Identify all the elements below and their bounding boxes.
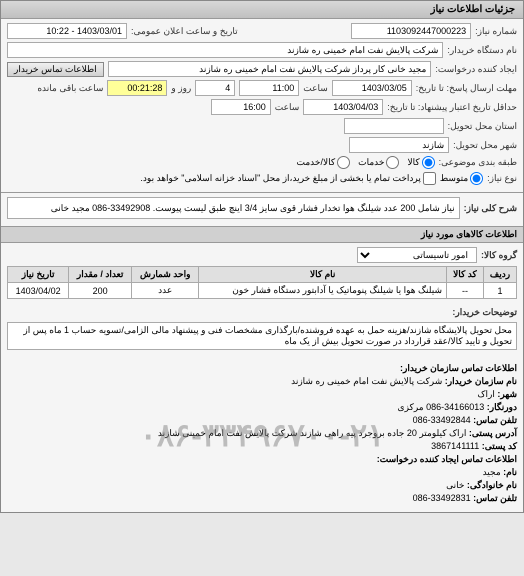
address-label: آدرس پستی:: [469, 428, 517, 438]
radio-services[interactable]: خدمات: [358, 156, 399, 169]
lname-value: خانی: [446, 480, 464, 490]
col-qty: تعداد / مقدار: [69, 267, 132, 283]
postal-value: 3867141111: [431, 441, 479, 451]
days-value: 4: [195, 80, 235, 96]
general-desc-text: نیاز شامل 200 عدد شیلنگ هوا تخدار فشار ق…: [7, 197, 460, 219]
buyer-notes-label: توضیحات خریدار:: [452, 307, 517, 318]
request-no-label: شماره نیاز:: [475, 26, 517, 37]
city-label: شهر:: [497, 389, 517, 399]
deadline-send-time: 11:00: [239, 80, 299, 96]
validity-label: حداقل تاریخ اعتبار پیشنهاد: تا تاریخ:: [387, 102, 517, 113]
header-section: شماره نیاز: 1103092447000223 تاریخ و ساع…: [1, 19, 523, 192]
radio-goods[interactable]: کالا: [407, 156, 434, 169]
cell-code: --: [447, 283, 484, 299]
remaining-suffix: ساعت باقی مانده: [37, 83, 103, 94]
radio-goods-input[interactable]: [422, 156, 435, 169]
request-no-field: 1103092447000223: [351, 23, 471, 39]
validity-time: 16:00: [211, 99, 271, 115]
payment-checkbox[interactable]: پرداخت تمام یا بخشی از مبلغ خرید،از محل …: [140, 172, 435, 185]
payment-checkbox-input[interactable]: [423, 172, 436, 185]
radio-both-input[interactable]: [337, 156, 350, 169]
fax-value: 34166013-086 مرکزی: [398, 402, 485, 412]
window-titlebar: جزئیات اطلاعات نیاز: [1, 1, 523, 19]
phone-label: تلفن تماس:: [473, 415, 517, 425]
lname-label: نام خانوادگی:: [467, 480, 517, 490]
col-unit: واحد شمارش: [132, 267, 199, 283]
deadline-send-label: مهلت ارسال پاسخ: تا تاریخ:: [416, 83, 517, 94]
radio-both[interactable]: کالا/خدمت: [297, 156, 351, 169]
cell-date: 1403/04/02: [8, 283, 69, 299]
col-code: کد کالا: [447, 267, 484, 283]
goods-group-dropdown[interactable]: امور تاسیساتی: [357, 247, 477, 263]
remaining-label: روز و: [171, 83, 191, 94]
goods-table: ردیف کد کالا نام کالا واحد شمارش تعداد /…: [7, 266, 517, 299]
cell-name: شیلنگ هوا یا شیلنگ پنوماتیک یا آدابتور د…: [199, 283, 447, 299]
address-value: اراک کیلومتر 20 جاده بروجرد پیه راهی شاز…: [158, 428, 467, 438]
col-name: نام کالا: [199, 267, 447, 283]
name-value: مجید: [483, 467, 501, 477]
delivery-province-field: [344, 118, 444, 134]
postal-label: کد پستی:: [482, 441, 517, 451]
buyer-notes-text: محل تحویل پالایشگاه شازند/هزینه حمل به ع…: [7, 322, 517, 350]
goods-group-label: گروه کالا:: [481, 250, 517, 261]
radio-medium[interactable]: متوسط: [440, 172, 483, 185]
goods-section: گروه کالا: امور تاسیساتی ردیف کد کالا نا…: [1, 243, 523, 303]
need-type-label: نوع نیاز:: [487, 173, 517, 184]
time-label-1: ساعت: [303, 83, 328, 94]
col-row: ردیف: [483, 267, 516, 283]
datetime-label: تاریخ و ساعت اعلان عمومی:: [131, 26, 238, 37]
contact-info-section: ۰۸۶-۳۳۴۹۶۷۰۰-۲۱ اطلاعات تماس سازمان خرید…: [1, 357, 523, 512]
requester-field: مجید خانی کار پرداز شرکت پالایش نفت امام…: [108, 61, 432, 77]
cell-row: 1: [483, 283, 516, 299]
deadline-send-date: 1403/03/05: [332, 80, 412, 96]
org-label: نام سازمان خریدار:: [445, 376, 517, 386]
delivery-city-field: شازند: [349, 137, 449, 153]
buyer-org-field: شرکت پالایش نفت امام خمینی ره شازند: [7, 42, 443, 58]
fax-label: دورنگار:: [487, 402, 517, 412]
contact-section-title: اطلاعات تماس سازمان خریدار:: [400, 363, 517, 373]
remaining-time: 00:21:28: [107, 80, 167, 96]
delivery-city-label: شهر محل تحویل:: [453, 140, 517, 151]
goods-section-header: اطلاعات کالاهای مورد نیاز: [1, 226, 523, 243]
cell-unit: عدد: [132, 283, 199, 299]
window-title: جزئیات اطلاعات نیاز: [431, 4, 515, 15]
datetime-field: 1403/03/01 - 10:22: [7, 23, 127, 39]
radio-medium-input[interactable]: [470, 172, 483, 185]
table-header-row: ردیف کد کالا نام کالا واحد شمارش تعداد /…: [8, 267, 517, 283]
phone-value: 33492844-086: [413, 415, 471, 425]
table-row[interactable]: 1 -- شیلنگ هوا یا شیلنگ پنوماتیک یا آداب…: [8, 283, 517, 299]
contact-buyer-button[interactable]: اطلاعات تماس خریدار: [7, 62, 104, 77]
delivery-province-label: استان محل تحویل:: [448, 121, 517, 132]
radio-services-input[interactable]: [386, 156, 399, 169]
name-label: نام:: [503, 467, 517, 477]
cphone-label: تلفن تماس:: [473, 493, 517, 503]
buyer-notes-section: توضیحات خریدار: محل تحویل پالایشگاه شازن…: [1, 303, 523, 357]
validity-date: 1403/04/03: [303, 99, 383, 115]
general-desc-section: شرح کلی نیاز: نیاز شامل 200 عدد شیلنگ هو…: [1, 192, 523, 226]
org-value: شرکت پالایش نفت امام خمینی ره شازند: [291, 376, 442, 386]
city-value: اراک: [477, 389, 494, 399]
time-label-2: ساعت: [275, 102, 300, 113]
cell-qty: 200: [69, 283, 132, 299]
cphone-value: 33492831-086: [413, 493, 471, 503]
general-desc-label: شرح کلی نیاز:: [464, 203, 517, 214]
details-window: جزئیات اطلاعات نیاز شماره نیاز: 11030924…: [0, 0, 524, 513]
req-contact-title: اطلاعات تماس ایجاد کننده درخواست:: [377, 454, 517, 464]
col-date: تاریخ نیاز: [8, 267, 69, 283]
classification-label: طبقه بندی موضوعی:: [439, 157, 517, 168]
requester-label: ایجاد کننده درخواست:: [435, 64, 517, 75]
classification-radio-group: کالا خدمات کالا/خدمت: [297, 156, 435, 169]
buyer-org-label: نام دستگاه خریدار:: [447, 45, 517, 56]
